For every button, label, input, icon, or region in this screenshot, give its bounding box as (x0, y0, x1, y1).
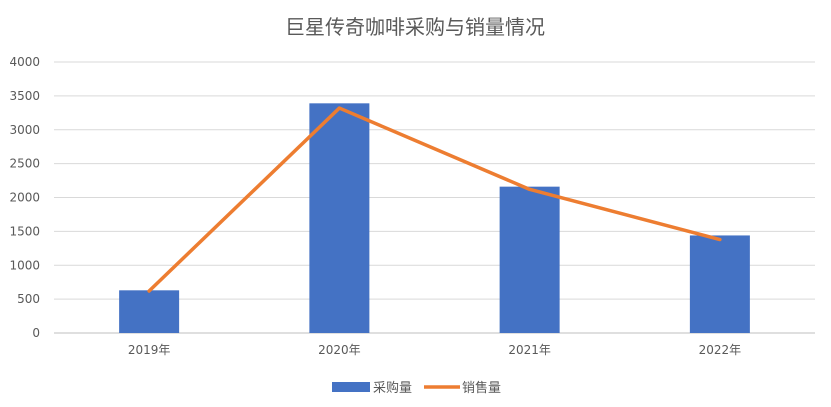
x-tick-label: 2019年 (128, 343, 171, 357)
bar-3 (689, 235, 750, 333)
bar-series (119, 103, 750, 333)
sales-line (147, 106, 722, 293)
legend-label-purchase: 采购量 (373, 380, 412, 396)
y-tick-label: 1500 (9, 224, 40, 238)
x-axis: 2019年 2020年 2021年 2022年 (128, 343, 741, 357)
y-tick-label: 1000 (9, 258, 40, 272)
y-tick-label: 500 (17, 292, 40, 306)
gridlines (54, 61, 815, 334)
y-tick-label: 3000 (9, 123, 40, 137)
x-tick-label: 2022年 (699, 343, 742, 357)
legend: 采购量 销售量 (332, 380, 501, 396)
y-tick-label: 2000 (9, 191, 40, 205)
line-series (147, 106, 722, 293)
y-tick-label: 4000 (9, 55, 40, 69)
bar-0 (119, 290, 180, 333)
x-tick-label: 2020年 (318, 343, 361, 357)
legend-swatch-purchase (332, 382, 370, 392)
y-tick-label: 0 (32, 326, 40, 340)
bar-1 (309, 103, 370, 333)
legend-label-sales: 销售量 (462, 380, 501, 396)
bar-2 (499, 186, 560, 333)
y-tick-label: 2500 (9, 157, 40, 171)
x-tick-label: 2021年 (508, 343, 551, 357)
y-tick-label: 3500 (9, 89, 40, 103)
chart-title: 巨星传奇咖啡采购与销量情况 (285, 15, 545, 39)
y-axis: 0 500 1000 1500 2000 2500 3000 3500 4000 (9, 55, 40, 340)
